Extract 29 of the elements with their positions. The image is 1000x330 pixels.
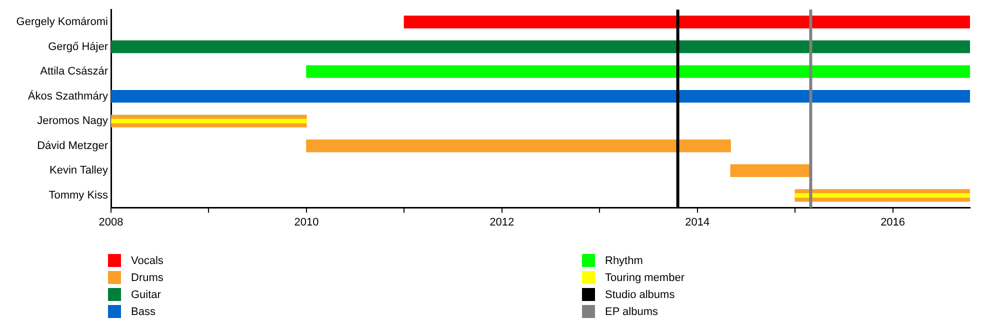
y-tick-label: Attila Császár	[40, 66, 108, 78]
y-tick-label: Tommy Kiss	[48, 189, 108, 202]
legend-label: EP albums	[605, 306, 658, 318]
legend-label: Drums	[131, 272, 164, 284]
y-tick-label: Dávid Metzger	[37, 140, 108, 152]
legend-label: Rhythm	[605, 254, 643, 266]
bar	[306, 65, 970, 78]
bar	[111, 90, 970, 103]
x-tick-label: 2014	[685, 216, 710, 228]
legend-label: Guitar	[131, 288, 161, 300]
bar	[730, 164, 812, 177]
y-tick-label: Jeromos Nagy	[37, 115, 108, 128]
x-tick-label: 2012	[490, 216, 514, 228]
x-tick-label: 2016	[880, 216, 906, 228]
legend-label: Vocals	[131, 254, 164, 266]
x-tick-label: 2008	[98, 216, 124, 228]
bar	[111, 40, 970, 54]
legend-label: Bass	[131, 306, 156, 318]
legend-label: Studio albums	[605, 288, 675, 300]
y-tick-label: Kevin Talley	[50, 164, 108, 177]
bar	[794, 193, 970, 198]
y-tick-label: Ákos Szathmáry	[28, 89, 108, 102]
bar	[404, 16, 970, 28]
bar	[306, 140, 731, 152]
y-tick-label: Gergő Hájer	[48, 40, 108, 53]
x-tick-label: 2010	[294, 216, 319, 228]
legend-label: Touring member	[605, 272, 684, 284]
bar	[111, 118, 307, 124]
y-tick-label: Gergely Komáromi	[16, 16, 108, 28]
